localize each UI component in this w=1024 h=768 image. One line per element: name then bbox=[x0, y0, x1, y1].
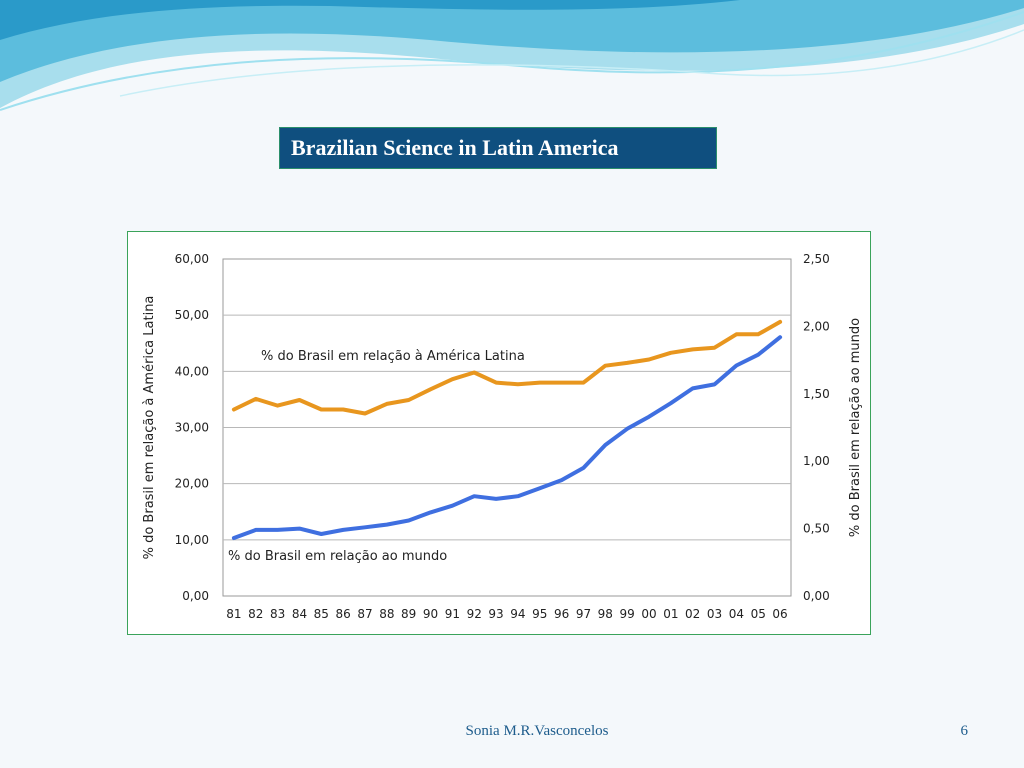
footer-author: Sonia M.R.Vasconcelos bbox=[465, 723, 609, 739]
y-left-tick-label: 10,00 bbox=[175, 533, 209, 547]
x-tick-label: 99 bbox=[620, 607, 635, 621]
y-right-tick-label: 1,00 bbox=[803, 454, 830, 468]
series-line-latin-america bbox=[231, 319, 783, 416]
x-tick-label: 00 bbox=[641, 607, 656, 621]
y-left-tick-label: 50,00 bbox=[175, 308, 209, 322]
page-number: 6 bbox=[960, 723, 969, 739]
x-tick-label: 91 bbox=[445, 607, 460, 621]
x-tick-label: 01 bbox=[663, 607, 678, 621]
header-wave-decoration bbox=[0, 0, 1024, 111]
y-right-tick-label: 0,50 bbox=[803, 522, 830, 536]
series-line-world bbox=[231, 335, 783, 540]
y-right-axis-title: % do Brasil em relação ao mundo bbox=[848, 318, 863, 537]
x-tick-label: 04 bbox=[729, 607, 744, 621]
x-tick-label: 05 bbox=[751, 607, 766, 621]
x-tick-label: 87 bbox=[357, 607, 372, 621]
series-label-world: % do Brasil em relação ao mundo bbox=[228, 549, 447, 564]
y-left-tick-label: 20,00 bbox=[175, 477, 209, 491]
x-tick-label: 95 bbox=[532, 607, 547, 621]
y-right-tick-label: 2,00 bbox=[803, 319, 830, 333]
x-tick-label: 86 bbox=[336, 607, 351, 621]
x-tick-label: 98 bbox=[598, 607, 613, 621]
x-tick-label: 92 bbox=[467, 607, 482, 621]
y-left-tick-label: 60,00 bbox=[175, 252, 209, 266]
x-tick-label: 96 bbox=[554, 607, 569, 621]
x-tick-label: 94 bbox=[510, 607, 525, 621]
x-tick-label: 02 bbox=[685, 607, 700, 621]
x-tick-label: 90 bbox=[423, 607, 438, 621]
x-tick-label: 88 bbox=[379, 607, 394, 621]
series-label-latin-america: % do Brasil em relação à América Latina bbox=[261, 349, 525, 364]
y-right-tick-label: 2,50 bbox=[803, 252, 830, 266]
x-tick-label: 89 bbox=[401, 607, 416, 621]
x-tick-label: 03 bbox=[707, 607, 722, 621]
slide-title: Brazilian Science in Latin America bbox=[279, 127, 717, 169]
y-right-tick-label: 1,50 bbox=[803, 387, 830, 401]
x-tick-label: 82 bbox=[248, 607, 263, 621]
y-right-tick-label: 0,00 bbox=[803, 589, 830, 603]
x-tick-label: 85 bbox=[314, 607, 329, 621]
y-left-tick-label: 40,00 bbox=[175, 364, 209, 378]
x-tick-label: 93 bbox=[488, 607, 503, 621]
y-left-tick-label: 0,00 bbox=[182, 589, 209, 603]
line-chart: 0,00 10,00 20,00 30,00 40,00 50,00 60,00 0,00 0,… bbox=[142, 252, 863, 621]
x-tick-label: 83 bbox=[270, 607, 285, 621]
x-tick-label: 84 bbox=[292, 607, 307, 621]
x-tick-label: 97 bbox=[576, 607, 591, 621]
x-tick-label: 06 bbox=[772, 607, 787, 621]
y-left-tick-label: 30,00 bbox=[175, 421, 209, 435]
y-left-axis-title: % do Brasil em relação à América Latina bbox=[142, 296, 157, 560]
x-tick-label: 81 bbox=[226, 607, 241, 621]
